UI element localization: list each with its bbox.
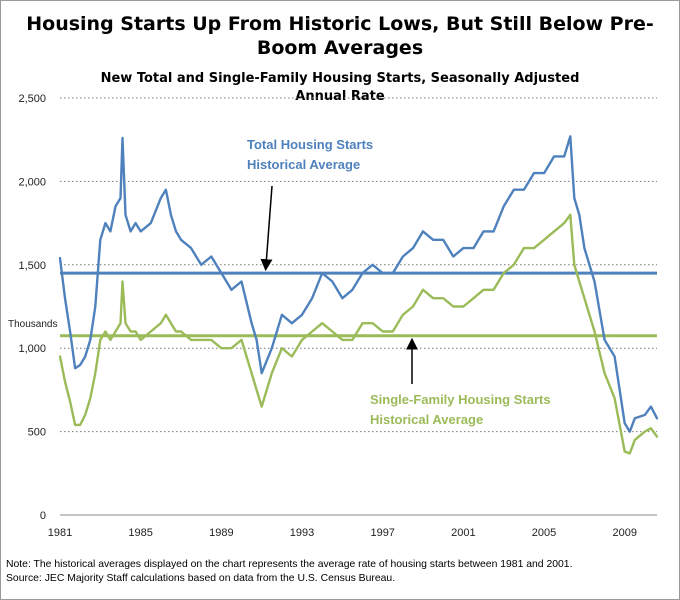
y-axis-unit-label: Thousands <box>8 319 57 330</box>
annotation-line: Historical Average <box>247 157 360 172</box>
series-lines <box>58 135 659 455</box>
gridlines <box>60 97 657 433</box>
total-average-annotation: Total Housing Starts Historical Average <box>247 137 373 172</box>
annotation-line: Single-Family Housing Starts <box>370 392 551 407</box>
annotation-line: Total Housing Starts <box>247 137 373 152</box>
x-tick-label: 1997 <box>370 527 394 539</box>
total-average-arrow <box>260 185 273 272</box>
chart-subtitle: New Total and Single-Family Housing Star… <box>100 71 580 104</box>
chart-footnote: Note: The historical averages displayed … <box>6 558 676 586</box>
total-starts-line <box>58 135 659 433</box>
x-axis: 1981 1985 1989 1993 1997 2001 2005 2009 <box>48 514 657 539</box>
x-tick-label: 1981 <box>48 527 72 539</box>
single-family-starts-line <box>58 213 659 455</box>
y-tick-label: 2,000 <box>18 176 46 188</box>
y-tick-label: 500 <box>28 427 46 439</box>
note-text: Note: The historical averages displayed … <box>6 559 573 570</box>
x-tick-label: 1989 <box>209 527 233 539</box>
line-chart: 0 500 1,000 1,500 2,000 2,500 1981 1985 1989 199… <box>8 93 659 539</box>
y-tick-label: 0 <box>40 510 46 522</box>
reference-lines <box>60 271 657 338</box>
x-tick-label: 1993 <box>290 527 314 539</box>
x-tick-label: 2009 <box>612 527 636 539</box>
y-tick-label: 1,500 <box>18 260 46 272</box>
single-family-average-annotation: Single-Family Housing Starts Historical A… <box>370 392 551 427</box>
chart-title: Housing Starts Up From Historic Lows, Bu… <box>26 13 654 59</box>
y-tick-label: 2,500 <box>18 93 46 105</box>
x-tick-label: 2001 <box>451 527 475 539</box>
x-tick-label: 1985 <box>128 527 152 539</box>
y-axis: 0 500 1,000 1,500 2,000 2,500 <box>18 93 46 522</box>
annotation-line: Historical Average <box>370 412 483 427</box>
annotations: Total Housing Starts Historical AverageSi… <box>247 137 551 427</box>
source-text: Source: JEC Majority Staff calculations … <box>6 573 396 584</box>
y-tick-label: 1,000 <box>18 343 46 355</box>
x-tick-label: 2005 <box>532 527 556 539</box>
